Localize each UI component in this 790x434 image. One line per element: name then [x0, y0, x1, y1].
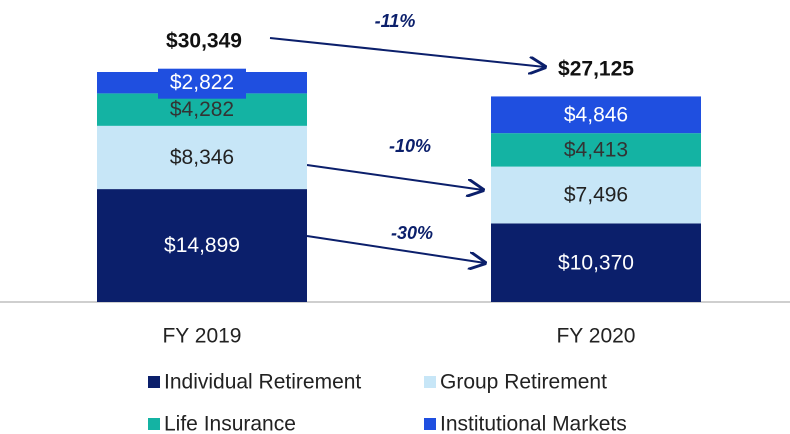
x-tick-label: FY 2019 [162, 325, 241, 348]
annotation: -11% [375, 11, 416, 31]
total-label: $27,125 [558, 58, 634, 81]
value-label: $4,282 [170, 98, 234, 121]
label-box [158, 68, 246, 99]
annotation: -10% [389, 136, 431, 156]
legend-label: Life Insurance [164, 413, 296, 434]
arrow [269, 37, 545, 67]
value-label: $7,496 [564, 184, 628, 207]
legend-swatch [148, 418, 160, 430]
value-label: $10,370 [558, 251, 634, 274]
bar-segment [491, 96, 701, 134]
arrow [306, 164, 483, 190]
bar-segment [491, 133, 701, 167]
value-label: $14,899 [164, 234, 240, 257]
legend-label: Individual Retirement [164, 371, 361, 394]
bar-segment [491, 166, 701, 224]
legend-swatch [424, 418, 436, 430]
annotation: -30% [391, 223, 433, 243]
x-tick-label: FY 2020 [556, 325, 635, 348]
value-label: $4,413 [564, 138, 628, 161]
value-label: $2,822 [170, 71, 234, 94]
value-label: $8,346 [170, 146, 234, 169]
arrow [306, 235, 485, 263]
legend-swatch [148, 376, 160, 388]
legend-swatch [424, 376, 436, 388]
bar-segment [97, 189, 307, 302]
value-label: $4,846 [564, 103, 628, 126]
total-label: $30,349 [166, 30, 242, 53]
legend-label: Group Retirement [440, 371, 607, 394]
legend-label: Institutional Markets [440, 413, 627, 434]
bar-segment [97, 93, 307, 126]
bar-segment [491, 223, 701, 302]
bar-segment [97, 125, 307, 190]
